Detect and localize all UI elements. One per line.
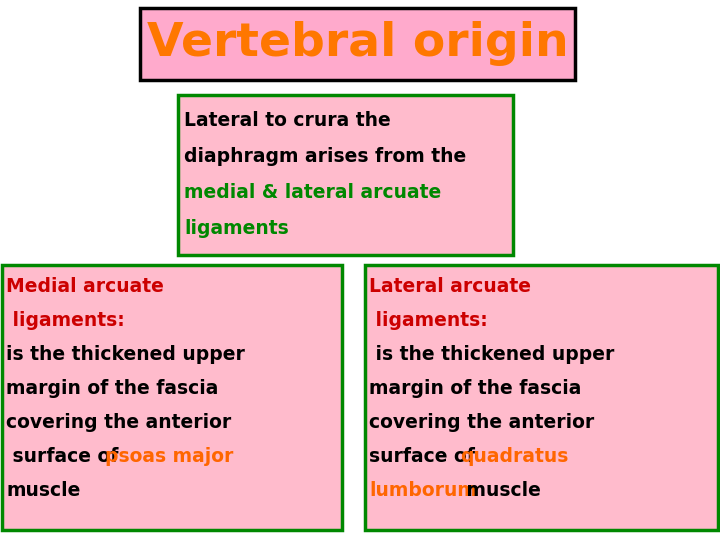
- Text: Lateral to crura the: Lateral to crura the: [184, 111, 391, 131]
- Text: surface of: surface of: [6, 448, 125, 467]
- Text: lumborum: lumborum: [369, 482, 477, 501]
- Text: diaphragm arises from the: diaphragm arises from the: [184, 147, 467, 166]
- Text: muscle: muscle: [6, 482, 81, 501]
- FancyBboxPatch shape: [178, 95, 513, 255]
- Text: margin of the fascia: margin of the fascia: [369, 380, 581, 399]
- Text: is the thickened upper: is the thickened upper: [369, 346, 614, 365]
- Text: ligaments:: ligaments:: [6, 312, 125, 330]
- Text: psoas major: psoas major: [105, 448, 233, 467]
- Text: covering the anterior: covering the anterior: [6, 414, 231, 433]
- Text: is the thickened upper: is the thickened upper: [6, 346, 245, 365]
- Text: surface of: surface of: [369, 448, 482, 467]
- Text: Lateral arcuate: Lateral arcuate: [369, 278, 531, 296]
- Text: Vertebral origin: Vertebral origin: [147, 22, 568, 66]
- Text: muscle: muscle: [460, 482, 541, 501]
- Text: covering the anterior: covering the anterior: [369, 414, 594, 433]
- Text: ligaments:: ligaments:: [369, 312, 487, 330]
- Text: medial & lateral arcuate: medial & lateral arcuate: [184, 184, 441, 202]
- Text: Medial arcuate: Medial arcuate: [6, 278, 164, 296]
- Text: margin of the fascia: margin of the fascia: [6, 380, 218, 399]
- Text: ligaments: ligaments: [184, 219, 289, 239]
- FancyBboxPatch shape: [140, 8, 575, 80]
- Text: quadratus: quadratus: [460, 448, 568, 467]
- FancyBboxPatch shape: [365, 265, 718, 530]
- FancyBboxPatch shape: [2, 265, 342, 530]
